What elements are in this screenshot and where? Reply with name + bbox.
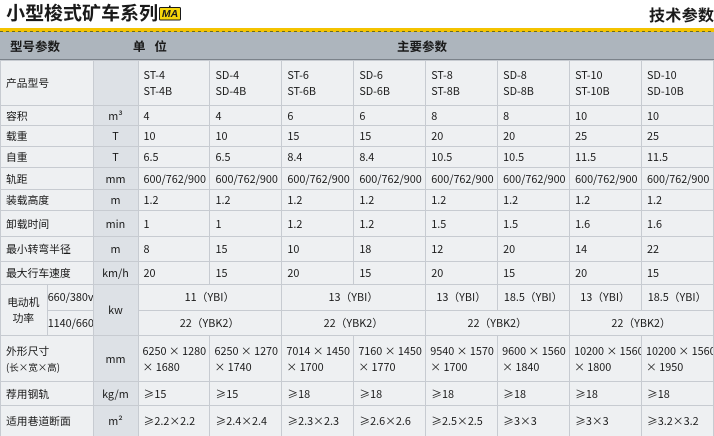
svg-text:MA: MA — [162, 8, 178, 20]
